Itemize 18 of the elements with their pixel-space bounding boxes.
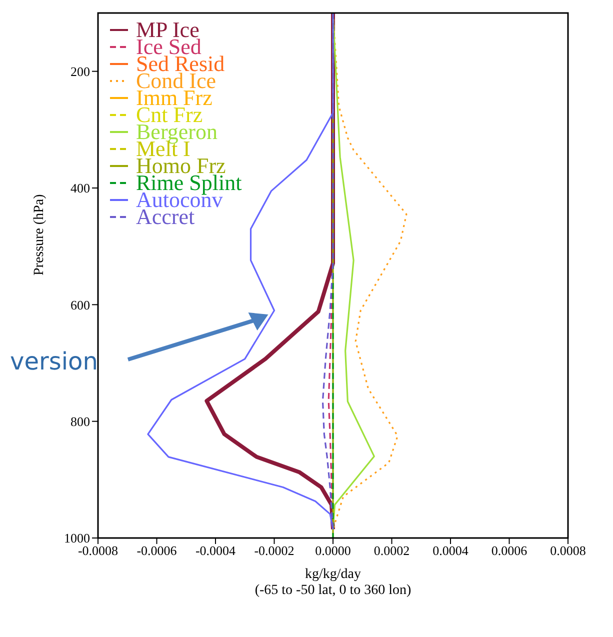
x-tick-label: 0.0008 (550, 543, 586, 558)
y-tick-label: 600 (70, 297, 90, 312)
x-axis-title: kg/kg/day (-65 to -50 lat, 0 to 360 lon) (254, 567, 412, 598)
y-tick-label: 400 (70, 180, 90, 196)
line-series (322, 13, 334, 530)
text: version (10, 348, 98, 376)
y-tick-label: 200 (70, 64, 90, 79)
x-tick-label: -0.0004 (195, 543, 236, 558)
y-tick-label: 800 (70, 414, 90, 429)
y-tick-label: 1000 (64, 530, 90, 546)
x-tick-label: -0.0006 (136, 543, 178, 558)
y-axis-title: Pressure (hPa) (32, 194, 47, 276)
x-tick-label: 0.0004 (432, 543, 469, 558)
x-tick-label: 0.0000 (315, 543, 351, 558)
x-tick-label: -0.0008 (78, 543, 118, 558)
x-tick-label: 0.0006 (491, 543, 528, 558)
x-tick-label: -0.0002 (254, 543, 294, 558)
x-tick-label: 0.0002 (374, 543, 410, 558)
